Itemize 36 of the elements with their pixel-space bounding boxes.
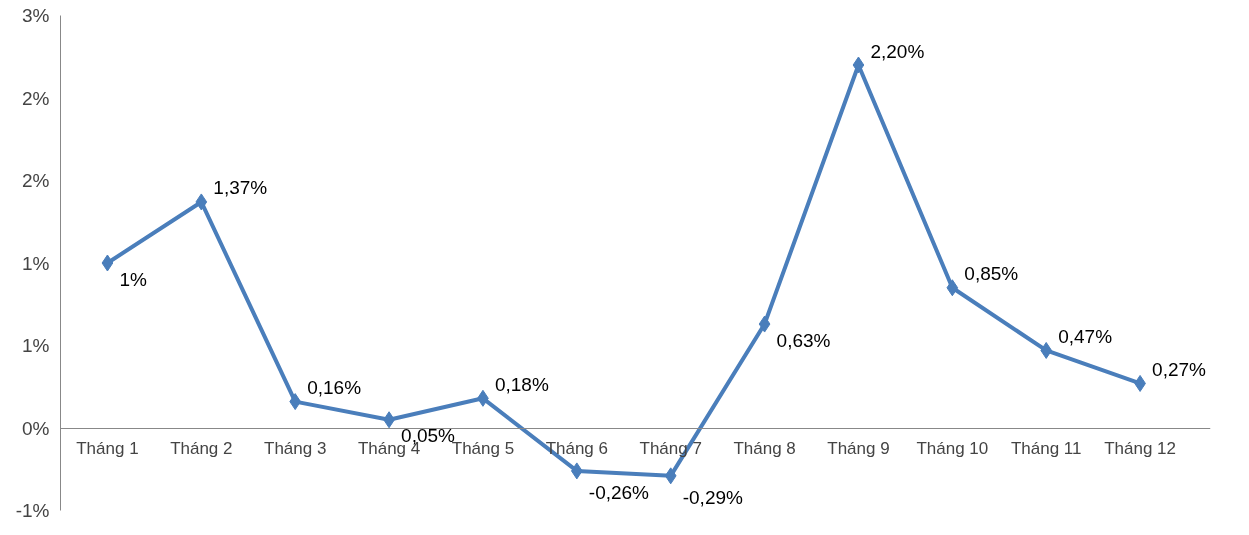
x-tick-label: Tháng 8 — [733, 439, 796, 458]
point — [570, 462, 583, 480]
point — [101, 254, 114, 272]
point — [758, 315, 771, 333]
x-tick-label: Tháng 9 — [827, 439, 890, 458]
y-tick-label: 3% — [22, 5, 50, 26]
x-tick-label: Tháng 1 — [76, 439, 139, 458]
data-label: 0,85% — [964, 263, 1019, 285]
y-tick-label: 2% — [22, 87, 50, 109]
x-tick-label: Tháng 7 — [639, 439, 702, 458]
x-tick-label: Tháng 2 — [170, 439, 233, 458]
x-tick-label: Tháng 10 — [916, 439, 989, 458]
y-tick-label: -1% — [15, 499, 50, 521]
point — [664, 467, 677, 485]
x-tick-label: Tháng 11 — [1010, 439, 1082, 458]
data-label: 0,47% — [1058, 325, 1113, 347]
data-label: 0,16% — [307, 377, 362, 399]
y-tick-label: 1% — [22, 252, 50, 274]
y-tick-label: 1% — [22, 335, 50, 356]
y-tick-label: 0% — [22, 417, 50, 439]
point — [195, 193, 208, 211]
data-label: 0,63% — [776, 329, 831, 351]
y-tick-label: 2% — [22, 170, 50, 191]
data-label: 1,37% — [213, 177, 268, 199]
x-tick-label: Tháng 3 — [264, 439, 327, 458]
data-label: 0,18% — [494, 373, 549, 395]
point — [1040, 341, 1053, 359]
x-tick-label: Tháng 12 — [1104, 439, 1177, 458]
data-label: 2,20% — [870, 40, 925, 62]
point — [852, 56, 865, 74]
point — [289, 393, 302, 411]
point — [946, 279, 959, 297]
data-label: 1% — [119, 268, 148, 290]
data-label: 0,27% — [1152, 358, 1207, 380]
data-label: -0,29% — [682, 487, 744, 509]
data-label: -0,26% — [588, 482, 650, 504]
